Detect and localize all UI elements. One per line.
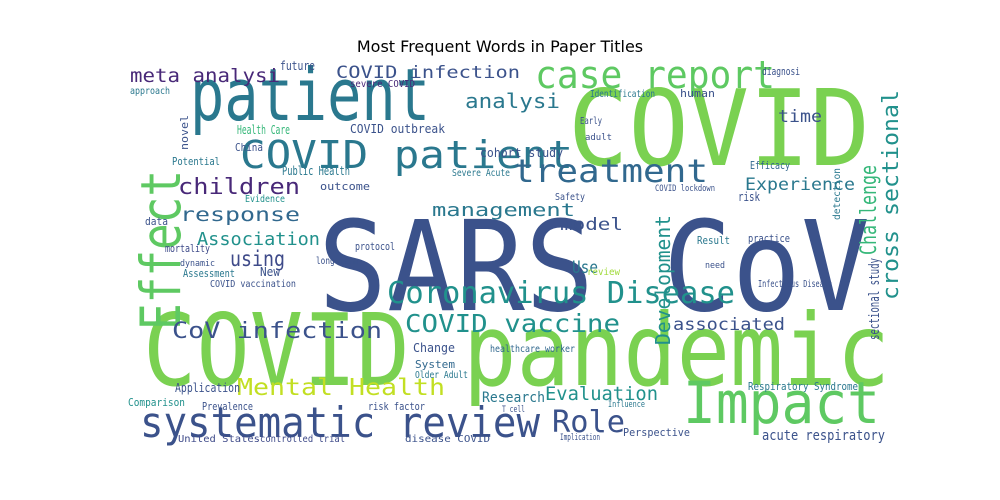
- word: cohort study: [480, 146, 563, 160]
- word: COVID infection: [336, 63, 520, 83]
- word: Evidence: [245, 194, 285, 205]
- word: Older Adult: [415, 370, 468, 381]
- word: management: [432, 200, 575, 221]
- word: COVID vaccination: [210, 279, 296, 290]
- word: human: [680, 87, 715, 100]
- word: meta analysi: [130, 65, 280, 87]
- word: patient: [190, 53, 430, 137]
- word: review: [587, 267, 621, 278]
- word: associated: [673, 315, 785, 335]
- word: model: [560, 215, 623, 235]
- word: Challenge: [857, 165, 882, 255]
- word: detection: [832, 168, 843, 220]
- word: mortality: [165, 242, 210, 255]
- word: protocol: [355, 240, 395, 253]
- word: Application: [175, 381, 240, 395]
- word: Early: [580, 116, 602, 127]
- word: novel: [178, 115, 191, 150]
- word: dynamic: [180, 259, 215, 269]
- word: COVID outbreak: [350, 122, 446, 136]
- word: Experience: [745, 175, 855, 195]
- word: COVID patient: [240, 133, 573, 177]
- word: healthcare worker: [490, 344, 575, 355]
- word: data: [145, 215, 168, 228]
- word: Impact: [683, 369, 880, 437]
- word: Influence: [608, 400, 645, 410]
- word: Perspective: [623, 426, 690, 439]
- word: Safety: [555, 192, 585, 203]
- word: Coronavirus Disease: [387, 276, 735, 311]
- word: adult: [585, 133, 612, 143]
- word: Public Health: [282, 164, 350, 178]
- word: System: [415, 358, 455, 371]
- word: Result: [697, 234, 730, 247]
- word: disease COVID: [405, 434, 490, 445]
- word: CoV infection: [172, 319, 382, 344]
- word: Comparison: [128, 396, 185, 409]
- word: Prevalence: [202, 400, 253, 413]
- word: Role: [552, 405, 625, 440]
- word: treatment: [513, 152, 708, 190]
- word: need: [705, 261, 725, 271]
- word: New: [260, 265, 281, 279]
- word: Assessment: [183, 267, 235, 280]
- word: diagnosi: [762, 65, 800, 78]
- word: SARS CoV: [318, 195, 870, 340]
- word: sectional study: [867, 258, 883, 340]
- word: COVID vaccine: [405, 309, 620, 338]
- word: Association: [197, 229, 320, 250]
- word: China: [235, 141, 263, 154]
- word: approach: [130, 86, 170, 97]
- word: time: [778, 107, 822, 127]
- word: severe COVID: [350, 79, 415, 90]
- word: Change: [413, 341, 455, 355]
- word: Health Care: [237, 123, 290, 137]
- word: response: [180, 204, 300, 226]
- word: practice: [748, 232, 790, 245]
- word: Mental Health: [237, 375, 445, 401]
- word: Potential: [172, 155, 220, 168]
- word: children: [178, 175, 300, 200]
- word: analysi: [465, 89, 560, 113]
- word: future: [280, 59, 315, 73]
- word: Efficacy: [750, 159, 790, 172]
- word: Evaluation: [545, 383, 658, 405]
- word: using: [230, 247, 285, 271]
- word: Use: [572, 258, 598, 278]
- word: risk: [738, 190, 761, 204]
- word: Implication: [560, 433, 600, 443]
- word: Effect: [129, 170, 193, 330]
- word: acute respiratory: [762, 428, 885, 444]
- word: Severe Acute: [452, 168, 510, 179]
- word: COVID lockdown: [655, 184, 715, 194]
- word: risk factor: [368, 400, 425, 413]
- word: outcome: [320, 180, 370, 193]
- word: Development: [651, 215, 675, 345]
- word: cross sectional: [879, 90, 904, 300]
- word: Respiratory Syndrome: [748, 380, 858, 393]
- word: Research: [482, 390, 545, 406]
- word: COVID: [568, 68, 870, 190]
- word: Identification: [590, 89, 655, 100]
- word: T cell: [502, 405, 525, 415]
- word: controlled trial: [260, 434, 345, 445]
- word: long term: [316, 256, 358, 267]
- word: systematic review: [140, 398, 541, 447]
- word: United States: [178, 434, 260, 445]
- chart-title: Most Frequent Words in Paper Titles: [357, 37, 643, 56]
- word: COVID pandemic: [143, 292, 890, 409]
- word: Infectious Disease: [758, 279, 832, 290]
- word: case report: [535, 53, 775, 97]
